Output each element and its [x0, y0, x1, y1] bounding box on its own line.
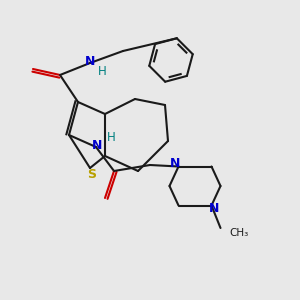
Text: H: H: [98, 65, 106, 78]
Text: S: S: [87, 168, 96, 181]
Text: CH₃: CH₃: [230, 227, 249, 238]
Text: N: N: [209, 202, 220, 215]
Text: N: N: [85, 55, 95, 68]
Text: N: N: [170, 157, 181, 170]
Text: N: N: [92, 139, 103, 152]
Text: H: H: [106, 131, 116, 144]
